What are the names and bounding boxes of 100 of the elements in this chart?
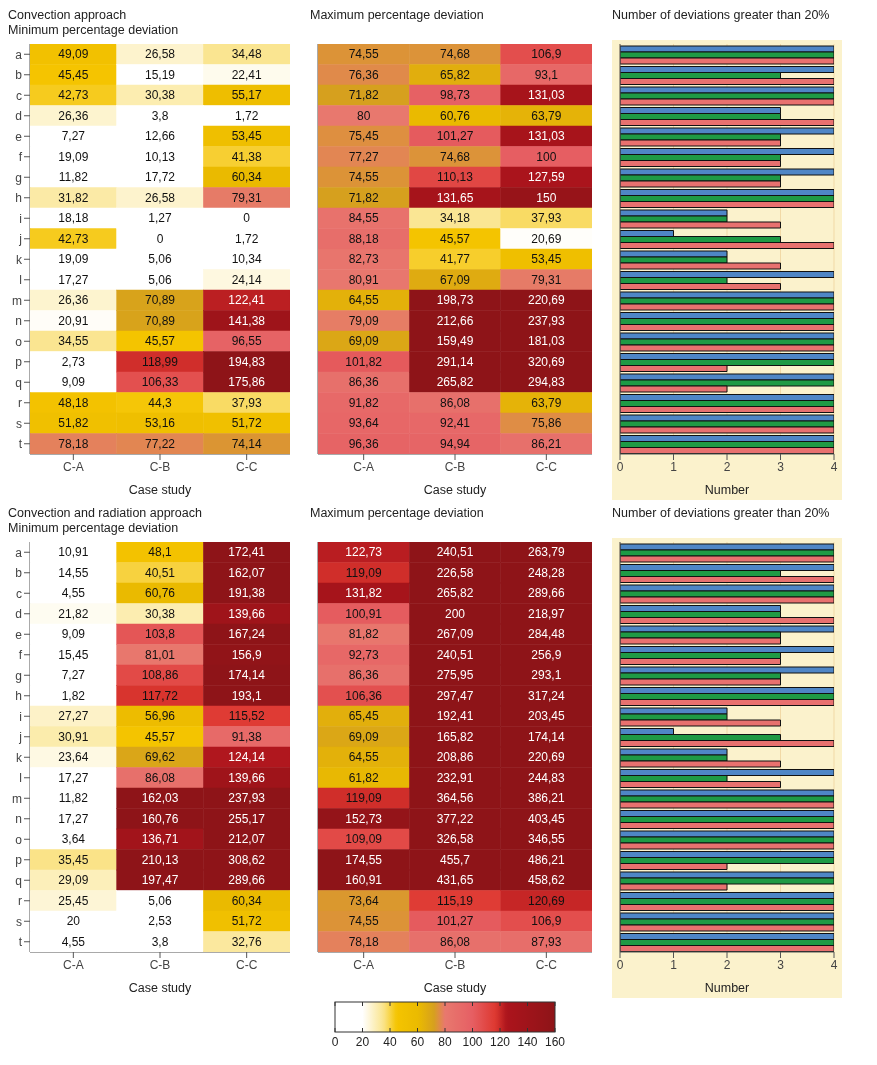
data-label: 1,82 [61,688,86,703]
data-label: 51,72 [231,416,263,431]
y-tick-label: a [15,545,23,560]
data-label: 141,38 [228,313,266,328]
y-tick-label: e [15,129,23,144]
y-tick-label: b [15,566,23,581]
data-label: 80 [356,108,371,123]
data-label: 45,57 [144,729,176,744]
x-tick-label: C-A [353,459,374,474]
data-label: 212,66 [436,313,474,328]
data-label: 131,82 [345,586,383,601]
data-label: 294,83 [527,375,566,390]
y-tick-label: g [15,170,22,185]
data-label: 74,55 [348,914,380,929]
data-label: 458,62 [527,873,566,888]
data-label: 20 [66,914,81,929]
y-tick-label: q [15,873,22,888]
data-label: 431,65 [436,873,474,888]
data-label: 80,91 [348,272,380,287]
data-label: 86,08 [439,934,471,949]
color-bar-label: 120 [489,1035,511,1049]
data-label: 17,27 [58,272,89,287]
data-label: 136,71 [141,832,179,847]
y-tick-label: h [15,689,22,704]
y-tick-label: s [16,914,22,929]
data-label: 55,17 [231,88,263,103]
data-label: 162,03 [141,791,179,806]
data-label: 74,68 [439,47,471,62]
x-axis-title: Number [704,483,750,497]
data-label: 34,55 [58,334,89,349]
data-label: 2,53 [148,914,172,929]
data-label: 94,94 [439,436,471,451]
data-label: 34,18 [439,211,471,226]
data-label: 192,41 [436,709,474,724]
data-label: 9,09 [61,375,86,390]
data-label: 45,57 [439,231,471,246]
data-label: 308,62 [228,852,266,867]
data-label: 30,38 [144,606,176,621]
data-label: 115,19 [437,893,474,908]
data-label: 63,79 [531,395,562,410]
data-label: 210,13 [141,852,179,867]
y-tick-label: g [15,668,22,683]
color-bar-label: 40 [383,1035,397,1049]
chart-title: Maximum percentage deviation [310,8,485,23]
data-label: 26,36 [58,293,89,308]
data-label: 5,06 [148,272,172,287]
data-label: 117,72 [142,688,179,703]
data-label: 19,09 [58,149,89,164]
data-label: 61,82 [348,770,380,785]
data-label: 77,22 [144,436,176,451]
y-tick-label: o [15,832,23,847]
data-label: 293,1 [531,668,562,683]
x-tick-label: 1 [670,459,678,474]
data-label: 27,27 [58,709,89,724]
data-label: 150 [536,190,557,205]
data-label: 193,1 [231,688,263,703]
data-label: 4,55 [61,586,86,601]
data-label: 71,82 [348,88,380,103]
data-label: 23,64 [58,750,89,765]
data-label: 1,72 [234,108,259,123]
data-label: 160,76 [141,811,179,826]
data-label: 12,66 [144,129,176,144]
data-label: 256,9 [531,647,562,662]
data-label: 26,36 [58,108,89,123]
x-tick-label: C-C [535,957,558,972]
data-label: 317,24 [527,688,566,703]
data-label: 3,64 [61,832,86,847]
data-label: 49,09 [58,47,89,62]
data-label: 0 [156,231,164,246]
data-label: 265,82 [436,586,474,601]
data-label: 197,47 [141,873,179,888]
x-tick-label: C-B [444,957,466,972]
data-label: 34,48 [231,47,263,62]
data-label: 40,51 [144,565,176,580]
data-label: 45,45 [58,67,89,82]
data-label: 86,08 [144,770,176,785]
data-label: 30,91 [58,729,89,744]
data-label: 198,73 [436,293,474,308]
data-label: 88,18 [348,231,380,246]
data-label: 326,58 [436,832,474,847]
data-label: 0 [243,211,251,226]
y-tick-label: p [15,853,23,868]
data-label: 9,09 [61,627,86,642]
data-label: 289,66 [228,873,266,888]
data-label: 53,45 [231,129,263,144]
data-label: 101,27 [436,129,474,144]
data-label: 53,45 [531,252,562,267]
data-label: 255,17 [228,811,266,826]
data-label: 3,8 [151,934,169,949]
data-label: 77,27 [348,149,380,164]
data-label: 4,55 [61,934,86,949]
data-label: 10,34 [231,252,263,267]
data-label: 41,77 [439,252,471,267]
color-bar-label: 80 [438,1035,452,1049]
data-label: 24,14 [231,272,263,287]
data-label: 86,21 [531,436,562,451]
data-label: 22,41 [231,67,263,82]
data-label: 156,9 [231,647,263,662]
data-label: 91,38 [231,729,263,744]
data-label: 60,34 [231,893,263,908]
